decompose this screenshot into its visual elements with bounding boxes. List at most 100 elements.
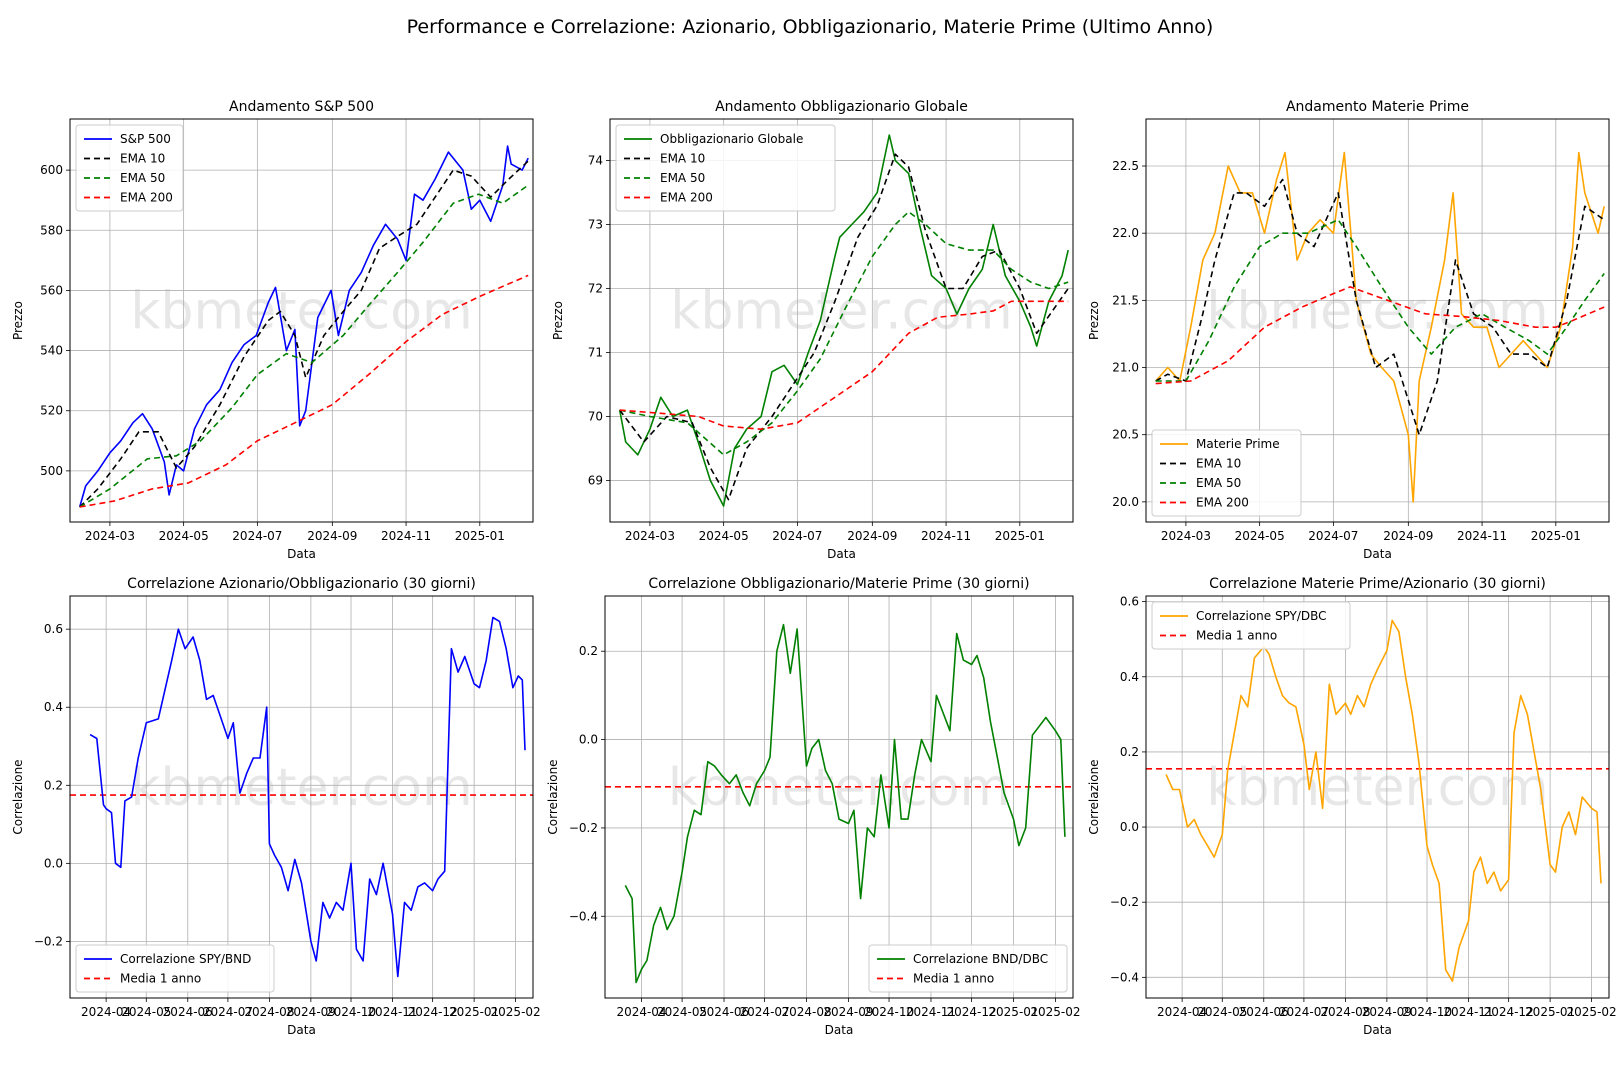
tick-label-x: 2024-08 (1320, 1005, 1370, 1019)
legend-label: Correlazione BND/DBC (913, 952, 1048, 966)
tick-label-x: 2024-07 (740, 1005, 790, 1019)
y-axis-label: Correlazione (546, 759, 560, 834)
tick-label-x: 2024-09 (823, 1005, 873, 1019)
tick-label-x: 2024-09 (286, 1005, 336, 1019)
tick-label-x: 2024-05 (1235, 529, 1285, 543)
series-line-2 (619, 211, 1069, 456)
series-line-0 (1155, 151, 1605, 503)
tick-label-x: 2024-10 (326, 1005, 376, 1019)
tick-label-x: 2024-11 (906, 1005, 956, 1019)
tick-label-y: 0.6 (1120, 595, 1139, 609)
tick-label-y: 22.5 (1112, 159, 1139, 173)
tick-label-y: −0.4 (1110, 970, 1139, 984)
series-line-1 (619, 153, 1069, 501)
series-line-0 (89, 616, 526, 978)
tick-label-y: 20.5 (1112, 428, 1139, 442)
subplot-sp500: kbmeter.com 2024-03 2024-05 2024-07 2024-09 2… (11, 99, 534, 561)
tick-label-x: 2025-01 (455, 529, 505, 543)
axes-frame (604, 595, 1074, 999)
y-axis-label: Prezzo (11, 301, 25, 340)
tick-label-x: 2024-04 (81, 1005, 131, 1019)
tick-label-x: 2024-06 (1239, 1005, 1289, 1019)
tick-label-y: 70 (588, 409, 603, 423)
subplot-corr-bnd-dbc: kbmeter.com2024-042024-052024-062024-072… (546, 576, 1080, 1037)
legend-label: Obbligazionario Globale (660, 132, 803, 146)
series-line-3 (79, 274, 529, 508)
legend-label: EMA 50 (120, 171, 165, 185)
watermark: kbmeter.com (1206, 758, 1548, 818)
tick-label-x: 2024-08 (244, 1005, 294, 1019)
y-axis-label: Correlazione (1087, 759, 1101, 834)
tick-label-x: 2024-05 (159, 529, 209, 543)
legend: Correlazione SPY/BND Media 1 anno (75, 944, 275, 993)
tick-label-y: 71 (588, 345, 603, 359)
y-axis-label: Correlazione (11, 759, 25, 834)
legend: Correlazione SPY/DBC Media 1 anno (1151, 601, 1351, 650)
legend-label: Media 1 anno (1196, 629, 1277, 643)
tick-label-x: 2025-01 (1531, 529, 1581, 543)
y-axis-label: Prezzo (551, 301, 565, 340)
watermark: kbmeter.com (130, 758, 472, 818)
tick-label-x: 2024-04 (616, 1005, 666, 1019)
tick-label-x: 2024-11 (367, 1005, 417, 1019)
tick-label-x: 2024-03 (625, 529, 675, 543)
subplot-title: Andamento S&P 500 (229, 99, 374, 115)
tick-label-y: 0.4 (1120, 670, 1139, 684)
tick-label-y: 0.0 (44, 856, 63, 870)
subplot-title: Andamento Materie Prime (1286, 99, 1469, 115)
watermark: kbmeter.com (1206, 282, 1548, 342)
subplot-commodities: kbmeter.com 2024-03 2024-05 2024-07 2024-09 2… (1087, 99, 1610, 561)
legend: Obbligazionario Globale EMA 10 EMA 50 EMA 2… (615, 124, 836, 212)
legend-label: EMA 10 (120, 152, 165, 166)
series-line-3 (1155, 286, 1605, 385)
tick-label-x: 2024-12 (946, 1005, 996, 1019)
tick-label-x: 2025-01 (449, 1005, 499, 1019)
legend-label: Correlazione SPY/DBC (1196, 609, 1327, 623)
legend-box (1151, 429, 1302, 517)
watermark: kbmeter.com (670, 282, 1012, 342)
tick-label-y: 0.2 (579, 644, 598, 658)
series-line-1 (79, 160, 529, 508)
legend-box (75, 124, 184, 212)
series-line-2 (79, 184, 529, 508)
tick-label-y: 22.0 (1112, 226, 1139, 240)
tick-label-y: 540 (40, 344, 63, 358)
tick-label-x: 2024-09 (847, 529, 897, 543)
tick-label-x: 2024-06 (163, 1005, 213, 1019)
tick-label-y: 0.4 (44, 700, 63, 714)
series-line-0 (624, 623, 1066, 984)
tick-label-y: 500 (40, 464, 63, 478)
tick-label-y: 0.6 (44, 622, 63, 636)
legend-box (868, 944, 1068, 993)
x-axis-label: Data (287, 1023, 316, 1037)
tick-label-x: 2024-08 (781, 1005, 831, 1019)
tick-label-x: 2024-07 (1308, 529, 1358, 543)
subplot-bond: kbmeter.com 2024-03 2024-05 2024-07 2024-09 2… (551, 99, 1074, 561)
legend: Correlazione BND/DBC Media 1 anno (868, 944, 1068, 993)
tick-label-x: 2024-07 (1279, 1005, 1329, 1019)
tick-label-y: 0.0 (1120, 820, 1139, 834)
axes-frame (609, 118, 1074, 523)
tick-label-x: 2025-01 (988, 1005, 1038, 1019)
x-axis-label: Data (1363, 547, 1392, 561)
legend-label: Correlazione SPY/BND (120, 952, 251, 966)
tick-label-y: −0.2 (569, 821, 598, 835)
tick-label-y: 20.0 (1112, 495, 1139, 509)
tick-label-x: 2024-04 (1157, 1005, 1207, 1019)
figure-title: Performance e Correlazione: Azionario, O… (406, 16, 1214, 38)
tick-label-x: 2024-06 (699, 1005, 749, 1019)
legend-label: Materie Prime (1196, 437, 1280, 451)
legend-label: Media 1 anno (120, 972, 201, 986)
watermark: kbmeter.com (130, 282, 472, 342)
tick-label-x: 2024-11 (921, 529, 971, 543)
legend-label: EMA 50 (660, 171, 705, 185)
tick-label-y: −0.2 (1110, 895, 1139, 909)
tick-label-x: 2024-12 (1484, 1005, 1534, 1019)
x-axis-label: Data (287, 547, 316, 561)
legend-label: EMA 10 (660, 152, 705, 166)
legend-label: EMA 200 (120, 191, 173, 205)
subplot-title: Correlazione Obbligazionario/Materie Pri… (648, 576, 1029, 592)
tick-label-y: −0.4 (569, 909, 598, 923)
tick-label-x: 2025-02 (491, 1005, 541, 1019)
subplot-corr-spy-dbc: kbmeter.com2024-042024-052024-062024-072… (1087, 576, 1617, 1037)
